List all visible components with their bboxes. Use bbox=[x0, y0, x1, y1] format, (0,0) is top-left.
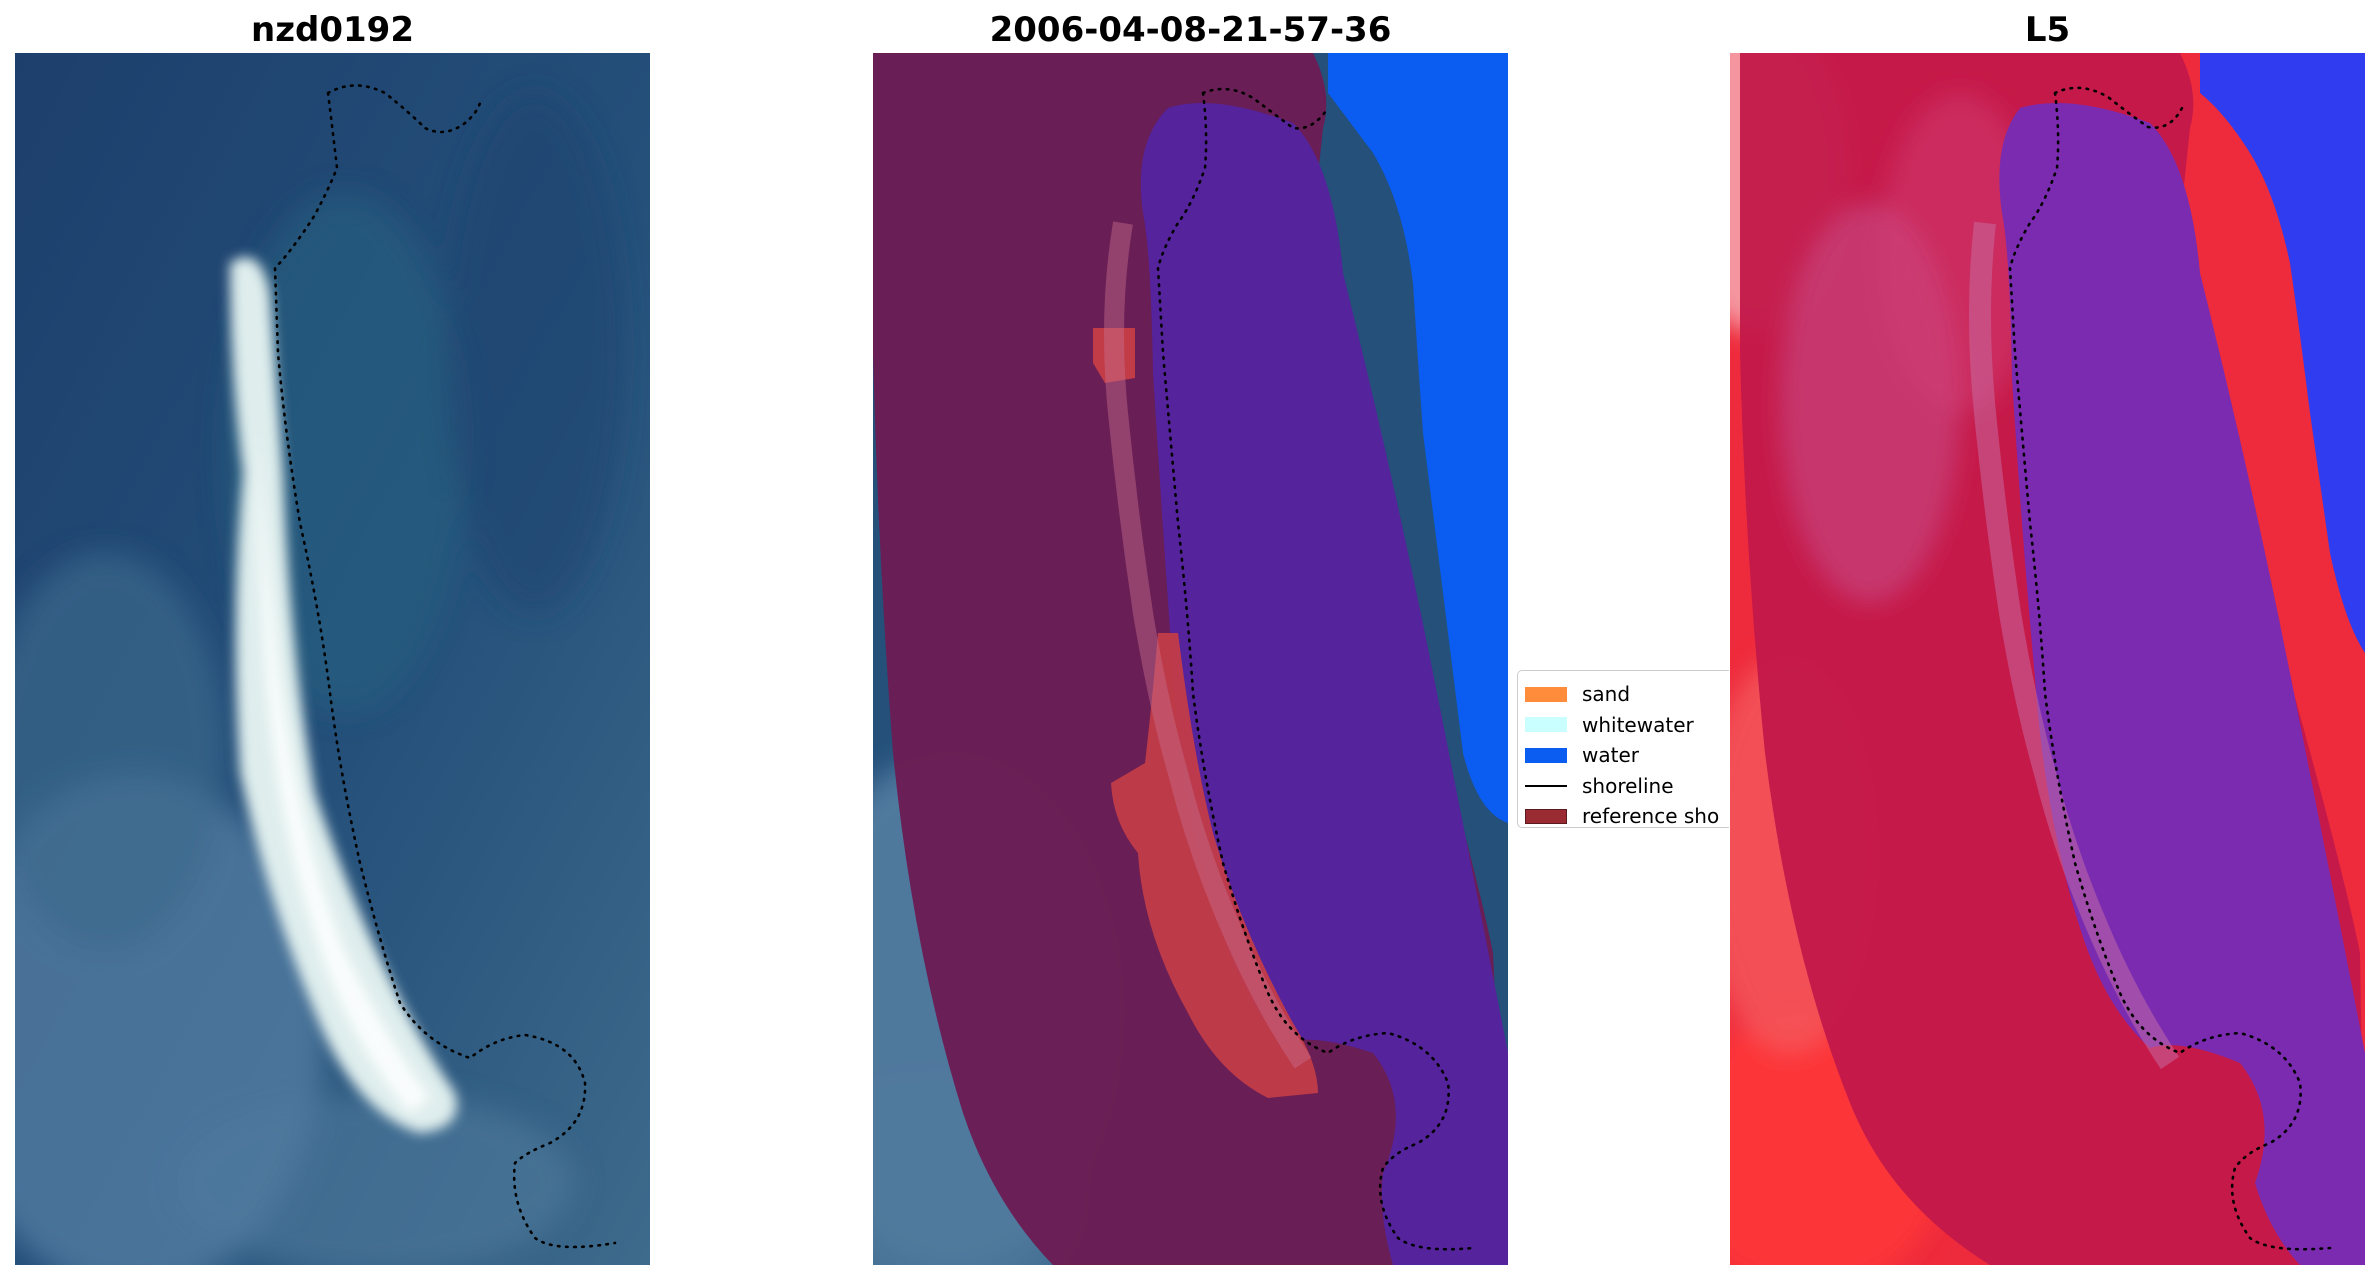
panel-title-index: L5 bbox=[2024, 10, 2071, 50]
legend-item-water: water bbox=[1525, 740, 1729, 771]
shoreline-line-swatch bbox=[1525, 784, 1567, 787]
legend-item-whitewater: whitewater bbox=[1525, 710, 1729, 741]
index-image bbox=[1730, 53, 2365, 1265]
shoreline-dotted-line bbox=[2008, 86, 2332, 1251]
legend-item-reference-shoreline: reference sho bbox=[1525, 801, 1729, 827]
legend: sand whitewater water shoreline referenc… bbox=[1517, 670, 1729, 828]
panel-title-rgb: nzd0192 bbox=[251, 10, 414, 50]
sand-swatch bbox=[1525, 686, 1567, 702]
legend-item-shoreline: shoreline bbox=[1525, 771, 1729, 802]
shoreline-dotted-line bbox=[1156, 87, 1475, 1251]
legend-item-sand: sand bbox=[1525, 679, 1729, 710]
classified-image bbox=[873, 53, 1508, 1265]
whitewater-swatch bbox=[1525, 717, 1567, 733]
shoreline-dotted-line bbox=[273, 84, 617, 1249]
rgb-satellite-image bbox=[15, 53, 650, 1265]
water-swatch bbox=[1525, 747, 1567, 763]
reference-shoreline-swatch bbox=[1525, 808, 1567, 824]
panel-title-classified: 2006-04-08-21-57-36 bbox=[989, 10, 1392, 50]
